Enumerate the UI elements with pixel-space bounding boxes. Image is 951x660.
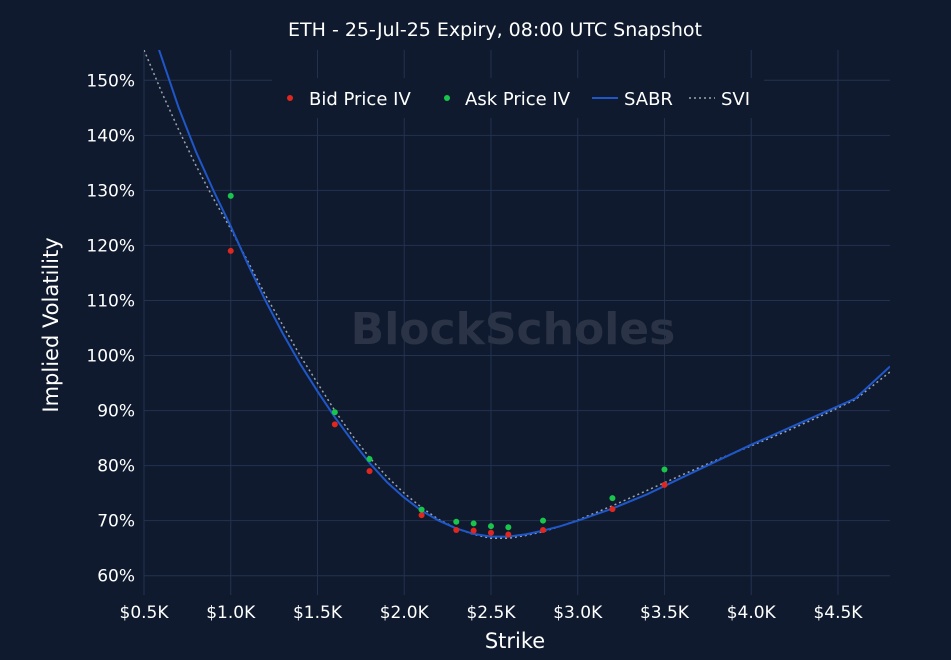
- legend-background: [272, 78, 764, 118]
- ask-price-iv-point: [227, 192, 234, 199]
- y-tick-label: 60%: [97, 567, 135, 587]
- x-tick-label: $4.0K: [727, 603, 777, 623]
- x-tick-label: $3.5K: [640, 603, 690, 623]
- bid-price-iv-point: [487, 529, 494, 536]
- x-tick-label: $0.5K: [120, 603, 170, 623]
- legend-svi-label: SVI: [721, 89, 750, 110]
- y-tick-label: 150%: [86, 71, 135, 91]
- bid-price-iv-point: [366, 468, 373, 475]
- y-tick-label: 110%: [86, 291, 135, 311]
- ask-price-iv-point: [540, 517, 547, 524]
- bid-price-iv-point: [661, 481, 668, 488]
- x-tick-label: $1.0K: [206, 603, 256, 623]
- axis-ticks: $0.5K $1.0K $1.5K $2.0K $2.5K $3.0K $3.5K $4.0K…: [86, 71, 863, 623]
- ask-price-iv-point: [453, 518, 460, 525]
- chart-legend: Bid Price IV Ask Price IV SABR SVI: [272, 78, 764, 118]
- ask-price-iv-point: [366, 456, 373, 463]
- x-axis-label: Strike: [485, 629, 545, 653]
- chart-title: ETH - 25-Jul-25 Expiry, 08:00 UTC Snapsh…: [288, 19, 702, 41]
- bid-price-iv-point: [418, 512, 425, 519]
- plot-series: [144, 50, 890, 540]
- y-tick-label: 130%: [86, 181, 135, 201]
- bid-price-iv-point: [470, 527, 477, 534]
- y-tick-label: 120%: [86, 236, 135, 256]
- bid-price-iv-point: [331, 421, 338, 428]
- ask-price-iv-point: [661, 466, 668, 473]
- x-tick-label: $3.0K: [553, 603, 603, 623]
- ask-price-iv-point: [505, 524, 512, 531]
- bid-price-iv-point: [609, 506, 616, 513]
- y-tick-label: 90%: [97, 402, 135, 422]
- legend-ask-label: Ask Price IV: [465, 89, 571, 110]
- ask-price-iv-point: [487, 523, 494, 530]
- bid-price-iv-point: [453, 527, 460, 534]
- y-tick-label: 70%: [97, 512, 135, 532]
- ask-price-iv-point: [418, 506, 425, 513]
- ask-price-iv-point: [609, 495, 616, 502]
- legend-ask-marker: [444, 95, 450, 101]
- y-axis-label: Implied Volatility: [39, 237, 63, 412]
- bid-price-iv-point: [227, 247, 234, 254]
- y-tick-label: 140%: [86, 126, 135, 146]
- y-tick-label: 80%: [97, 457, 135, 477]
- x-tick-label: $2.5K: [466, 603, 516, 623]
- x-tick-label: $1.5K: [293, 603, 343, 623]
- legend-bid-marker: [287, 95, 293, 101]
- legend-bid-label: Bid Price IV: [309, 89, 411, 110]
- bid-price-iv-point: [505, 531, 512, 538]
- grid-lines: [143, 50, 890, 595]
- watermark-logo: BlockScholes: [351, 304, 676, 355]
- bid-price-iv-point: [540, 527, 547, 534]
- ask-price-iv-point: [331, 409, 338, 416]
- x-tick-label: $2.0K: [380, 603, 430, 623]
- legend-sabr-label: SABR: [624, 89, 673, 110]
- ask-price-iv-point: [470, 520, 477, 527]
- sabr-curve: [158, 50, 890, 538]
- y-tick-label: 100%: [86, 347, 135, 367]
- x-tick-label: $4.5K: [813, 603, 863, 623]
